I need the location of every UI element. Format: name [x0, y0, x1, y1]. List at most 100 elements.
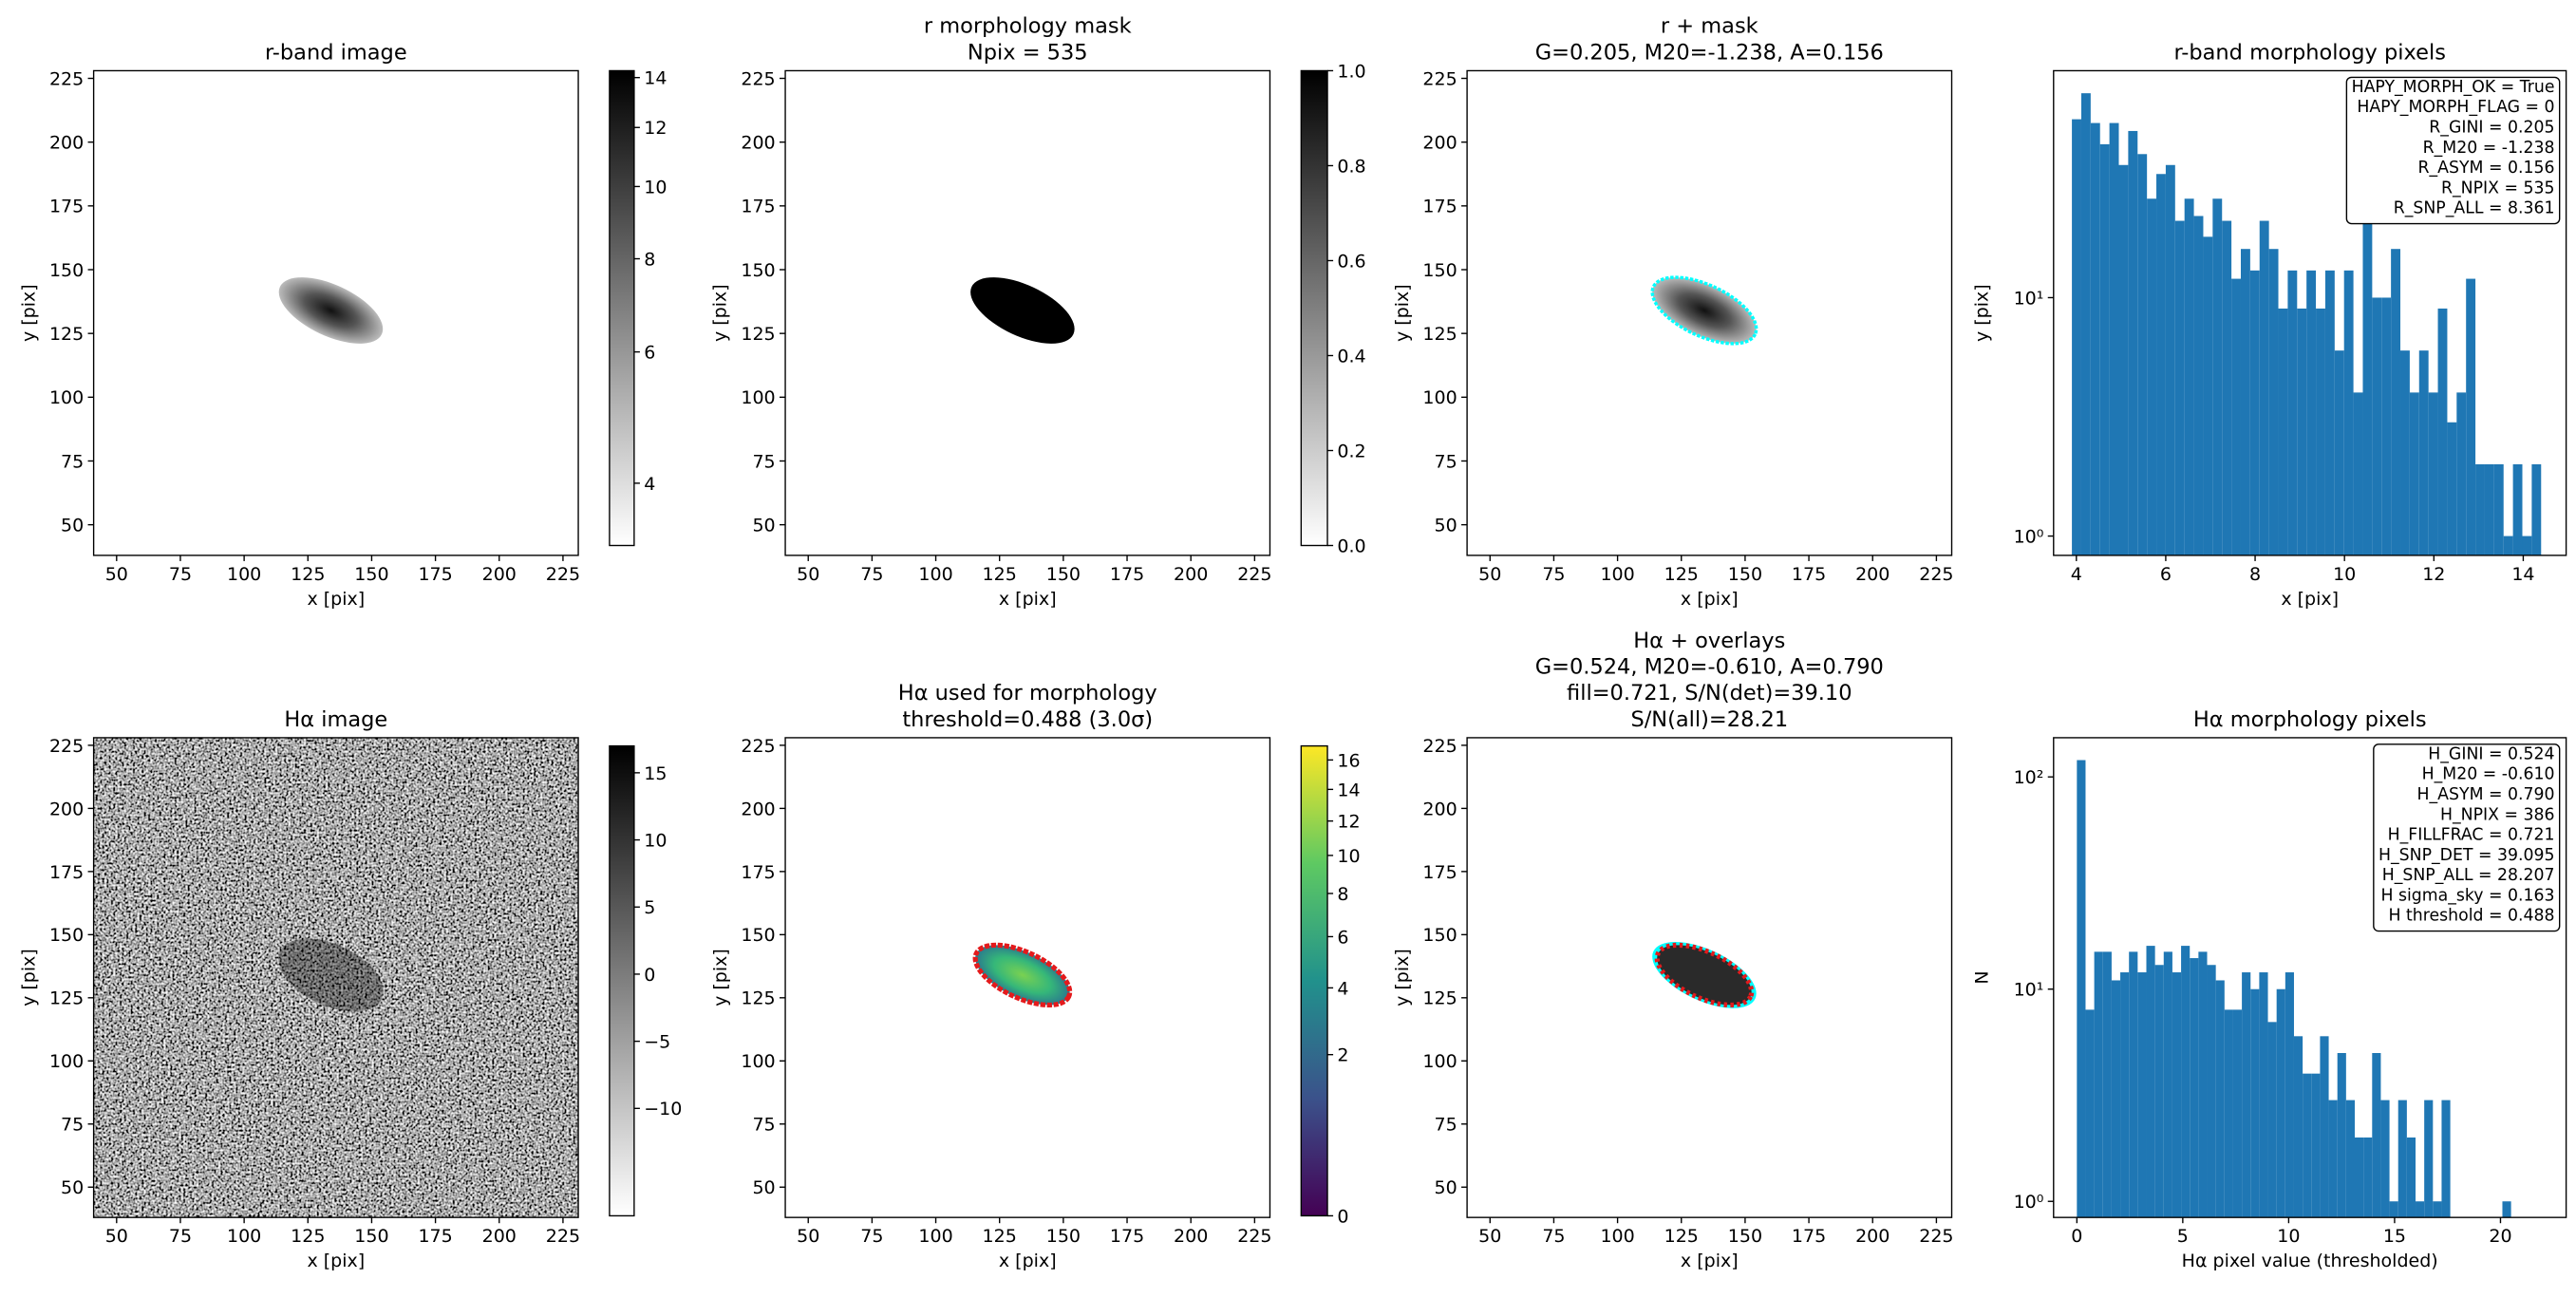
- panel-title: Hα image: [284, 707, 387, 732]
- y-tick-label: 200: [1422, 799, 1457, 819]
- x-tick-label: 225: [1919, 564, 1953, 585]
- hist-bar: [2137, 972, 2147, 1218]
- colorbar-tick-label: 4: [644, 474, 655, 495]
- hist-bar: [2102, 951, 2112, 1218]
- x-tick-label: 150: [354, 564, 388, 585]
- y-tick-label: 225: [741, 736, 775, 757]
- galaxy-blob: [1650, 275, 1758, 346]
- panel-title: r-band image: [265, 40, 407, 65]
- axes-frame: [92, 69, 579, 556]
- colorbar-tick-label: 0: [644, 965, 655, 986]
- x-axis-label: x [pix]: [2281, 589, 2339, 610]
- panel-title: Npix = 535: [968, 40, 1088, 65]
- y-tick-label: 225: [1422, 68, 1457, 89]
- hist-bar: [2147, 198, 2157, 555]
- hist-bar: [2163, 951, 2172, 1218]
- hist-bar: [2406, 1137, 2416, 1218]
- y-axis-label: y [pix]: [1392, 284, 1413, 342]
- x-tick-label: 200: [1855, 1226, 1890, 1247]
- hist-bar: [2306, 270, 2317, 555]
- hist-bar: [2484, 463, 2494, 555]
- hist-bar: [2381, 297, 2392, 555]
- colorbar-tick-label: 10: [644, 177, 667, 198]
- hist-bar: [2320, 1036, 2329, 1218]
- y-tick-label: 75: [752, 451, 775, 472]
- image-content: [970, 277, 1075, 344]
- hist-bar: [2400, 350, 2410, 555]
- panel-title: Hα morphology pixels: [2193, 707, 2427, 732]
- panel-title: threshold=0.488 (3.0σ): [902, 707, 1153, 732]
- hist-bar: [2316, 308, 2325, 555]
- hist-bar: [2232, 1009, 2243, 1218]
- y-tick-label: 10⁰: [2014, 526, 2044, 547]
- annotation-box: [2345, 76, 2561, 225]
- galaxy-blob: [972, 942, 1073, 1008]
- y-tick-label: 75: [61, 1115, 84, 1136]
- y-tick-label: 100: [741, 387, 775, 408]
- hist-bar: [2297, 308, 2307, 555]
- y-tick-label: 50: [1435, 1177, 1457, 1198]
- hist-bar: [2493, 463, 2504, 555]
- image-content: [972, 942, 1073, 1008]
- panel-title: r morphology mask: [924, 14, 1132, 39]
- x-tick-label: 14: [2511, 564, 2534, 585]
- x-tick-label: 100: [1600, 1226, 1634, 1247]
- hist-bar: [2433, 1201, 2442, 1218]
- x-tick-label: 75: [860, 1226, 883, 1247]
- annotation-line: H_SNP_ALL = 28.207: [2382, 866, 2555, 885]
- mask-blob: [970, 277, 1075, 344]
- hist-bar: [2259, 972, 2268, 1218]
- y-tick-label: 50: [752, 1177, 775, 1198]
- x-tick-label: 125: [983, 1226, 1017, 1247]
- colorbar-tick-label: 8: [644, 249, 655, 270]
- y-tick-label: 100: [741, 1051, 775, 1072]
- hist-bar: [2416, 1201, 2425, 1218]
- hist-bar: [2293, 1036, 2303, 1218]
- y-tick-label: 200: [49, 133, 84, 154]
- x-tick-label: 75: [169, 564, 192, 585]
- hist-bar: [2324, 270, 2335, 555]
- annotation-box: [2373, 743, 2561, 932]
- hist-bar: [2250, 988, 2260, 1218]
- y-tick-label: 150: [1422, 925, 1457, 946]
- y-tick-label: 150: [49, 260, 84, 281]
- x-tick-label: 6: [2160, 564, 2172, 585]
- hist-bar: [2259, 220, 2269, 555]
- hist-bar: [2522, 536, 2532, 555]
- x-tick-label: 10: [2277, 1226, 2300, 1247]
- y-axis-label: y [pix]: [18, 284, 39, 342]
- x-tick-label: 150: [1046, 1226, 1081, 1247]
- colorbar-tick-label: 10: [1337, 846, 1360, 867]
- y-tick-label: 100: [1422, 387, 1457, 408]
- hist-bar: [2198, 951, 2208, 1218]
- hist-bar: [2203, 236, 2213, 555]
- annotation-line: R_M20 = -1.238: [2423, 139, 2555, 158]
- x-tick-label: 100: [1600, 564, 1634, 585]
- colorbar: [1300, 744, 1328, 1217]
- x-tick-label: 200: [482, 564, 517, 585]
- hist-bar: [2345, 1100, 2355, 1218]
- colorbar-tick-label: 15: [644, 763, 667, 784]
- axes-frame: [1466, 737, 1953, 1218]
- y-tick-label: 175: [1422, 197, 1457, 217]
- hist-bar: [2215, 980, 2225, 1218]
- x-tick-label: 200: [1174, 564, 1208, 585]
- x-tick-label: 175: [418, 564, 452, 585]
- hist-bar: [2424, 1100, 2434, 1218]
- x-tick-label: 50: [797, 564, 819, 585]
- colorbar-tick-label: 0.6: [1337, 251, 1365, 272]
- y-axis-label: y [pix]: [1392, 949, 1413, 1006]
- colorbar-tick-label: −10: [644, 1099, 682, 1119]
- colorbar-tick-label: 0.2: [1337, 441, 1365, 461]
- hist-bar: [2287, 270, 2298, 555]
- x-tick-label: 175: [1792, 564, 1826, 585]
- y-tick-label: 10⁰: [2014, 1192, 2044, 1213]
- hist-bar: [2181, 946, 2191, 1218]
- y-tick-label: 200: [1422, 133, 1457, 154]
- colorbar-tick-label: 5: [644, 897, 655, 918]
- x-tick-label: 150: [354, 1226, 388, 1247]
- y-tick-label: 75: [1435, 1115, 1457, 1136]
- axes-frame: [2053, 737, 2567, 1218]
- y-tick-label: 125: [741, 988, 775, 1009]
